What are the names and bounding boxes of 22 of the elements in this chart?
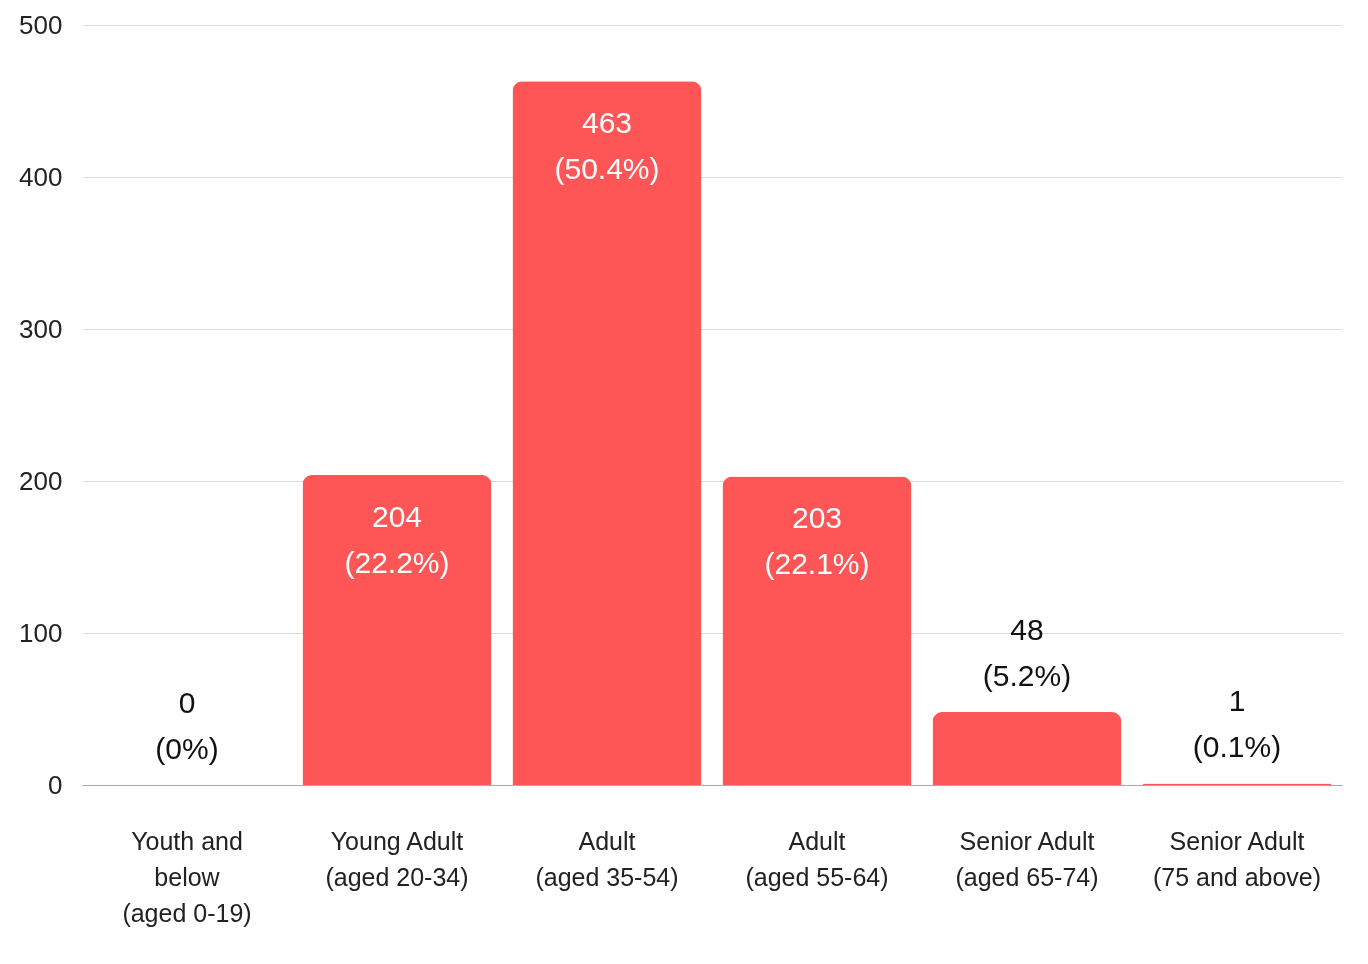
x-tick-label: Adult (aged 35-54) <box>535 826 679 891</box>
bar <box>932 712 1122 785</box>
y-tick-label: 0 <box>48 769 63 800</box>
data-label: 0 (0%) <box>155 686 219 765</box>
x-tick-label: Youth and below (aged 0-19) <box>122 826 252 927</box>
data-label: 1 (0.1%) <box>1192 684 1282 764</box>
x-tick-label: Adult (aged 55-64) <box>745 826 889 891</box>
bar <box>302 474 492 785</box>
x-tick-label: Senior Adult (75 and above) <box>1152 826 1322 891</box>
bar <box>722 476 912 785</box>
y-tick-label: 100 <box>19 617 63 648</box>
data-label: 463 (50.4%) <box>554 106 660 186</box>
bar <box>512 81 702 785</box>
data-label: 204 (22.2%) <box>344 499 450 579</box>
data-label: 203 (22.1%) <box>764 501 870 581</box>
x-tick-label: Young Adult (aged 20-34) <box>325 826 469 891</box>
y-tick-label: 400 <box>19 161 63 192</box>
x-tick-label: Senior Adult (aged 65-74) <box>955 826 1099 891</box>
data-label: 48 (5.2%) <box>982 613 1072 693</box>
y-tick-label: 500 <box>19 9 63 40</box>
y-tick-label: 300 <box>19 313 63 344</box>
y-tick-label: 200 <box>19 465 63 496</box>
